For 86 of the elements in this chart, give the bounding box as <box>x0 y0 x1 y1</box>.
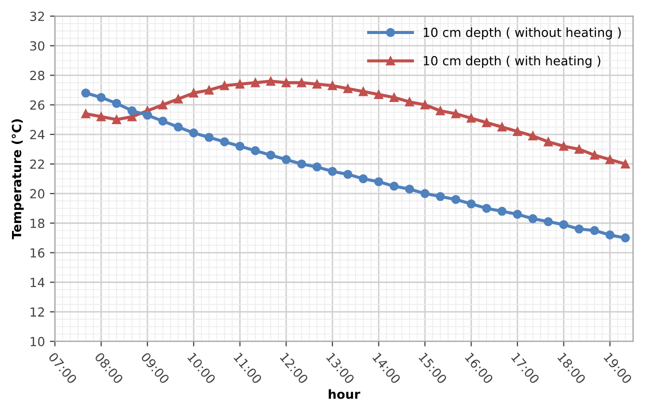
point <box>528 214 538 224</box>
point <box>81 88 90 98</box>
point <box>559 220 568 230</box>
y-tick-label: 30 <box>30 41 44 51</box>
y-tick-label: 32 <box>30 12 44 22</box>
y-tick-label: 14 <box>30 278 44 287</box>
point <box>328 81 337 90</box>
point <box>250 146 260 156</box>
point <box>405 97 414 106</box>
point <box>250 78 260 88</box>
point <box>358 174 368 184</box>
point <box>420 189 430 198</box>
point <box>220 137 230 146</box>
point <box>112 98 122 108</box>
point <box>112 115 122 124</box>
point <box>235 142 244 151</box>
point <box>528 131 538 140</box>
point <box>204 86 214 95</box>
point <box>96 112 106 122</box>
point <box>312 162 322 172</box>
point <box>466 114 476 123</box>
point <box>605 155 614 164</box>
point <box>390 182 399 191</box>
point <box>590 226 600 236</box>
y-tick-label: 22 <box>30 159 44 169</box>
point <box>451 194 460 204</box>
point <box>482 118 492 128</box>
point <box>544 217 553 226</box>
point <box>312 80 322 89</box>
legend-label: 10 cm depth ( without heating ) <box>424 27 621 40</box>
point <box>374 90 384 100</box>
point <box>620 233 630 242</box>
y-tick-label: 28 <box>30 70 44 80</box>
point <box>451 109 460 118</box>
point <box>127 106 137 116</box>
y-tick-label: 10 <box>30 336 44 346</box>
point <box>544 137 553 146</box>
point <box>605 230 614 240</box>
point <box>466 199 476 208</box>
point <box>512 126 522 136</box>
point <box>420 100 430 110</box>
point <box>328 166 337 176</box>
point <box>81 109 90 118</box>
point <box>498 206 507 216</box>
point <box>158 100 168 110</box>
point <box>266 76 276 86</box>
y-tick-label: 20 <box>30 189 44 198</box>
y-axis-title: Temperature (°C) <box>12 119 24 240</box>
y-tick-label: 26 <box>30 100 44 110</box>
y-tick-label: 16 <box>30 248 44 258</box>
point <box>620 159 630 168</box>
point <box>174 94 183 104</box>
point <box>374 177 384 186</box>
x-axis-title: hour <box>328 389 360 399</box>
point <box>436 192 445 202</box>
point <box>282 155 291 164</box>
point <box>390 92 399 102</box>
point <box>220 81 230 90</box>
legend-label: 10 cm depth ( with heating ) <box>424 56 600 68</box>
point <box>512 210 522 219</box>
point <box>343 84 352 94</box>
point <box>174 122 183 132</box>
point <box>405 184 414 194</box>
point <box>343 170 352 179</box>
point <box>498 122 507 132</box>
point <box>282 78 291 88</box>
point <box>436 106 445 116</box>
point <box>204 132 214 142</box>
y-tick-label: 24 <box>30 130 44 140</box>
point <box>96 92 106 102</box>
y-tick-label: 12 <box>30 307 44 317</box>
point <box>574 224 584 234</box>
point <box>189 128 198 138</box>
point <box>590 150 600 160</box>
point <box>189 88 198 98</box>
point <box>482 204 492 213</box>
point <box>235 80 244 89</box>
point <box>297 159 306 168</box>
point <box>559 142 568 151</box>
point <box>266 150 276 160</box>
point <box>358 87 368 96</box>
point <box>142 110 152 120</box>
point <box>297 78 306 88</box>
point <box>158 116 168 126</box>
y-tick-label: 18 <box>30 218 44 228</box>
point <box>574 144 584 154</box>
